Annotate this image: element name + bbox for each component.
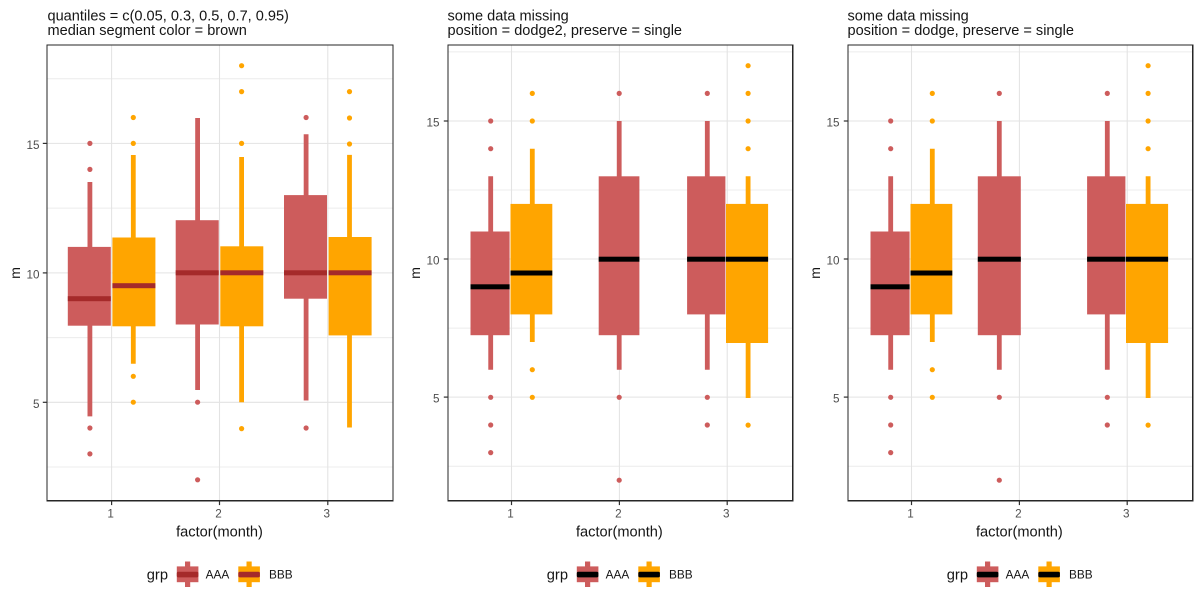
svg-text:AAA: AAA bbox=[606, 568, 630, 582]
svg-text:3: 3 bbox=[324, 507, 331, 520]
svg-text:position = dodge, preserve = s: position = dodge, preserve = single bbox=[848, 23, 1074, 39]
svg-text:3: 3 bbox=[1123, 507, 1130, 520]
svg-text:factor(month): factor(month) bbox=[576, 524, 663, 540]
svg-text:10: 10 bbox=[826, 255, 840, 268]
svg-text:AAA: AAA bbox=[206, 568, 230, 582]
svg-text:m: m bbox=[408, 267, 424, 279]
svg-text:median segment color = brown: median segment color = brown bbox=[48, 23, 247, 39]
svg-text:grp: grp bbox=[947, 568, 968, 584]
svg-text:15: 15 bbox=[826, 117, 840, 130]
svg-text:BBB: BBB bbox=[1069, 568, 1093, 582]
svg-text:AAA: AAA bbox=[1006, 568, 1030, 582]
svg-text:grp: grp bbox=[547, 568, 568, 584]
svg-text:5: 5 bbox=[833, 393, 840, 406]
svg-text:10: 10 bbox=[426, 255, 440, 268]
svg-text:quantiles = c(0.05, 0.3, 0.5,: quantiles = c(0.05, 0.3, 0.5, 0.7, 0.95) bbox=[48, 8, 289, 24]
svg-text:factor(month): factor(month) bbox=[176, 524, 263, 540]
svg-text:position = dodge2, preserve =: position = dodge2, preserve = single bbox=[448, 23, 683, 39]
svg-text:m: m bbox=[8, 267, 24, 279]
svg-text:15: 15 bbox=[26, 139, 40, 152]
svg-text:BBB: BBB bbox=[269, 568, 293, 582]
svg-text:BBB: BBB bbox=[669, 568, 693, 582]
svg-text:grp: grp bbox=[147, 568, 168, 584]
svg-text:1: 1 bbox=[507, 507, 514, 520]
svg-text:5: 5 bbox=[433, 393, 440, 406]
svg-text:1: 1 bbox=[907, 507, 914, 520]
svg-text:2: 2 bbox=[1015, 507, 1022, 520]
svg-text:15: 15 bbox=[426, 117, 440, 130]
svg-text:m: m bbox=[808, 267, 824, 279]
svg-text:2: 2 bbox=[615, 507, 622, 520]
svg-text:some data missing: some data missing bbox=[448, 8, 569, 24]
svg-text:5: 5 bbox=[33, 398, 40, 411]
svg-text:factor(month): factor(month) bbox=[976, 524, 1063, 540]
svg-text:10: 10 bbox=[26, 268, 40, 281]
svg-text:some data missing: some data missing bbox=[848, 8, 969, 24]
svg-text:2: 2 bbox=[215, 507, 222, 520]
svg-text:1: 1 bbox=[107, 507, 114, 520]
svg-text:3: 3 bbox=[723, 507, 730, 520]
